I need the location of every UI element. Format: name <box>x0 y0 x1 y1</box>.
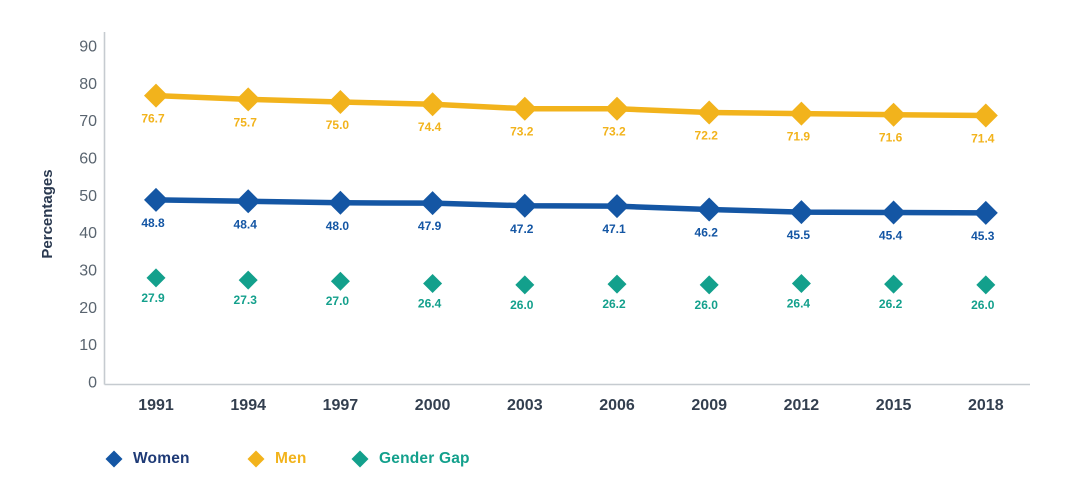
plot-generated-content: 0 10 20 30 40 50 60 70 80 90 1991 1994 1997 2000 2003 2… <box>79 32 1030 414</box>
series-women-data-label: 47.9 <box>418 219 442 233</box>
x-tick-label: 2015 <box>876 397 912 414</box>
series-women-line <box>153 197 989 216</box>
series-gender-gap-data-label: 27.9 <box>141 291 165 305</box>
series-gender-gap-data-label: 26.2 <box>879 297 903 311</box>
series-gender-gap-marker <box>330 271 350 291</box>
legend-item-gender-gap: Gender Gap <box>351 450 470 468</box>
series-men-marker <box>789 101 814 126</box>
series-women-data-label: 45.5 <box>787 228 811 242</box>
series-gender-gap-marker <box>976 275 996 295</box>
y-tick-label: 50 <box>79 188 97 205</box>
series-men-line <box>153 92 989 119</box>
series-men-marker <box>144 83 168 108</box>
series-women-data-label: 48.8 <box>141 216 165 230</box>
series-men-data-label: 74.4 <box>418 120 442 134</box>
series-gender-gap-marker <box>884 274 904 294</box>
series-gender-gap-data-label: 26.4 <box>787 296 811 310</box>
series-women-marker <box>789 200 814 225</box>
legend-label-women: Women <box>133 450 190 467</box>
series-women-marker <box>512 193 537 218</box>
x-tick-label: 1997 <box>323 397 359 414</box>
x-tick-label: 1994 <box>230 397 266 414</box>
series-men-marker <box>328 90 353 114</box>
y-tick-label: 20 <box>79 300 97 317</box>
series-men-data-label: 73.2 <box>602 125 626 139</box>
series-gender-gap-data-label: 27.0 <box>326 294 350 308</box>
x-tick-label: 2003 <box>507 397 543 414</box>
chart-legend: Women Men Gender Gap <box>0 450 1080 476</box>
legend-label-men: Men <box>275 450 307 467</box>
line-chart: Percentages 0 10 20 30 40 50 60 70 80 90 1991 1994 1… <box>39 32 1030 414</box>
series-gender-gap-marker <box>515 275 535 295</box>
x-tick-label: 1991 <box>138 397 174 414</box>
series-men-marker <box>605 96 629 121</box>
x-tick-label: 2012 <box>784 397 820 414</box>
series-women-data-label: 47.1 <box>602 222 626 236</box>
series-men-marker <box>973 103 998 128</box>
series-women-marker <box>236 189 261 214</box>
legend-item-women: Women <box>105 450 190 468</box>
x-tick-label: 2006 <box>599 397 635 414</box>
series-gender-gap-data-label: 27.3 <box>234 293 258 307</box>
y-tick-label: 70 <box>79 113 97 130</box>
legend-label-gender-gap: Gender Gap <box>379 450 470 467</box>
series-women-marker <box>605 194 629 219</box>
y-tick-label: 30 <box>79 263 97 280</box>
series-women-marker <box>973 200 998 225</box>
series-men-marker <box>697 100 722 125</box>
legend-item-men: Men <box>247 450 307 468</box>
series-gender-gap-marker <box>146 268 166 288</box>
men-diamond-icon <box>247 450 265 468</box>
series-women-data-label: 46.2 <box>695 226 719 240</box>
series-gender-gap-data-label: 26.0 <box>695 298 719 312</box>
x-tick-label: 2009 <box>691 397 727 414</box>
series-women-data-label: 48.0 <box>326 219 350 233</box>
y-tick-label: 10 <box>79 337 97 354</box>
series-men-data-label: 71.4 <box>971 131 995 145</box>
y-tick-label: 0 <box>88 375 97 392</box>
gender-gap-diamond-icon <box>351 450 369 468</box>
y-tick-label: 90 <box>79 39 97 56</box>
series-gender-gap-marker <box>607 274 627 294</box>
series-men-marker <box>881 102 906 127</box>
series-gender-gap-marker <box>699 275 719 295</box>
series-men-data-label: 71.6 <box>879 131 903 145</box>
series-men-data-label: 71.9 <box>787 130 811 144</box>
series-men-data-label: 72.2 <box>695 128 719 142</box>
series-gender-gap-data-label: 26.4 <box>418 296 442 310</box>
series-men-data-label: 76.7 <box>141 112 165 126</box>
series-women-data-label: 47.2 <box>510 222 534 236</box>
series-women-marker <box>420 191 445 216</box>
series-men-data-label: 75.7 <box>234 115 258 129</box>
series-gender-gap-marker <box>238 270 258 290</box>
series-men-marker <box>512 96 537 121</box>
series-women-data-label: 45.4 <box>879 229 903 243</box>
women-diamond-icon <box>105 450 123 468</box>
y-tick-label: 80 <box>79 76 97 93</box>
series-men-data-label: 75.0 <box>326 118 350 132</box>
x-tick-label: 2000 <box>415 397 451 414</box>
series-gender-gap-marker <box>791 273 811 293</box>
series-women-data-label: 48.4 <box>234 217 258 231</box>
series-men-marker <box>236 87 261 112</box>
series-women-marker <box>328 190 353 215</box>
y-tick-label: 60 <box>79 151 97 168</box>
series-gender-gap-marker <box>423 273 443 293</box>
y-tick-label: 40 <box>79 225 97 242</box>
series-gender-gap-data-label: 26.2 <box>602 297 626 311</box>
series-women-data-label: 45.3 <box>971 229 995 243</box>
series-gender-gap-data-label: 26.0 <box>971 298 995 312</box>
y-axis-title: Percentages <box>39 169 56 258</box>
series-women-marker <box>697 197 722 222</box>
series-men-marker <box>420 92 445 117</box>
series-women-marker <box>144 187 168 212</box>
series-gender-gap-data-label: 26.0 <box>510 298 534 312</box>
series-men-data-label: 73.2 <box>510 125 534 139</box>
series-women-marker <box>881 200 906 225</box>
x-tick-label: 2018 <box>968 397 1004 414</box>
